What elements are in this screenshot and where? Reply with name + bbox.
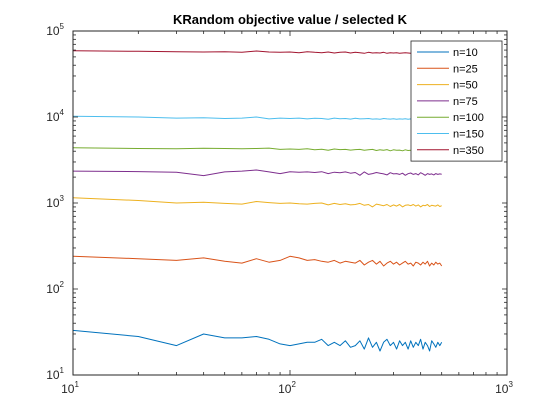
y-tick-label: 105 xyxy=(46,22,64,38)
legend-label: n=350 xyxy=(453,145,484,157)
y-tick-exp: 5 xyxy=(60,22,65,31)
series-line-n-75 xyxy=(72,169,442,177)
y-tick-base: 10 xyxy=(46,282,60,296)
legend-label: n=150 xyxy=(453,129,484,141)
series-line-n-50 xyxy=(72,197,442,208)
legend-label: n=100 xyxy=(453,112,484,124)
legend-label: n=50 xyxy=(453,80,478,92)
y-tick-base: 10 xyxy=(46,110,60,124)
x-tick-exp: 1 xyxy=(74,380,79,389)
x-tick-base: 10 xyxy=(495,382,509,396)
chart-title: KRandom objective value / selected K xyxy=(173,12,408,27)
x-tick-label: 102 xyxy=(278,380,296,396)
y-tick-label: 101 xyxy=(46,366,64,382)
x-tick-exp: 3 xyxy=(508,380,513,389)
y-tick-exp: 2 xyxy=(60,280,65,289)
legend-label: n=75 xyxy=(453,96,478,108)
y-tick-base: 10 xyxy=(46,196,60,210)
y-tick-exp: 4 xyxy=(60,108,65,117)
legend-label: n=10 xyxy=(453,47,478,59)
x-tick-base: 10 xyxy=(278,382,292,396)
y-tick-label: 103 xyxy=(46,194,64,210)
x-tick-label: 101 xyxy=(61,380,79,396)
series-line-n-25 xyxy=(72,255,443,267)
legend-label: n=25 xyxy=(453,63,478,75)
y-tick-exp: 1 xyxy=(60,366,65,375)
legend-box xyxy=(410,40,503,162)
y-tick-exp: 3 xyxy=(60,194,65,203)
y-tick-label: 104 xyxy=(46,108,64,124)
x-tick-exp: 2 xyxy=(291,380,296,389)
y-tick-base: 10 xyxy=(46,368,60,382)
legend: n=10 n=25 n=50 n=75 n=100 n=150 n=350 xyxy=(410,40,503,162)
y-tick-label: 102 xyxy=(46,280,64,296)
y-tick-base: 10 xyxy=(46,24,60,38)
x-tick-base: 10 xyxy=(61,382,75,396)
series-line-n-10 xyxy=(72,329,443,352)
x-tick-label: 103 xyxy=(495,380,513,396)
